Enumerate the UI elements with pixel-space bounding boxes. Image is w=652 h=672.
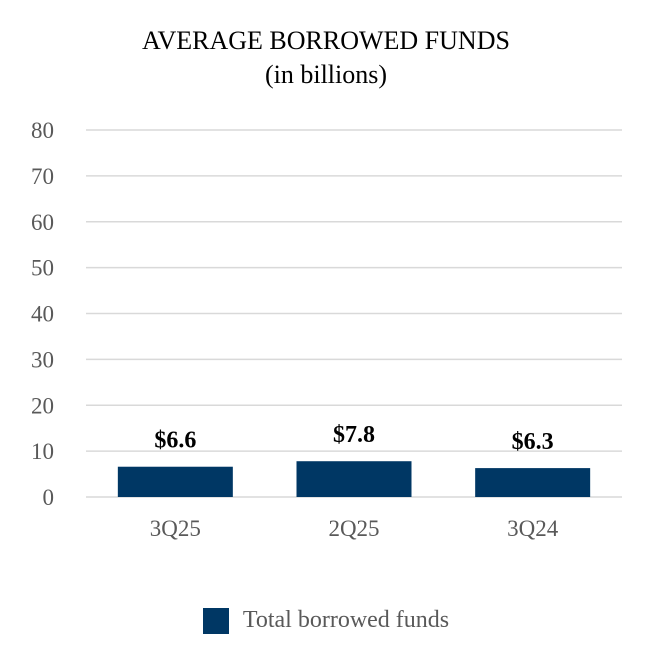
- data-label-3q25: $6.6: [154, 428, 196, 454]
- legend-label: Total borrowed funds: [242, 607, 450, 633]
- legend: Total borrowed funds: [0, 607, 652, 634]
- x-tick-label: 2Q25: [328, 516, 379, 541]
- y-tick-label: 0: [43, 485, 55, 510]
- y-tick-label: 20: [31, 393, 54, 418]
- bar-chart: 0 10 20 30 40 50 60 70 80 $6.6 3Q25 $7.8 2Q25 $6.3 3Q2…: [31, 118, 622, 541]
- chart-title-block: AVERAGE BORROWED FUNDS (in billions): [0, 24, 652, 92]
- chart-subtitle: (in billions): [264, 60, 388, 89]
- bar-2q25: [296, 461, 412, 497]
- bar-3q25: [117, 466, 233, 497]
- y-tick-label: 40: [31, 302, 54, 327]
- y-tick-label: 80: [31, 118, 54, 143]
- chart-title: AVERAGE BORROWED FUNDS: [142, 26, 510, 55]
- x-tick-label: 3Q24: [507, 516, 559, 541]
- data-label-2q25: $7.8: [333, 422, 375, 448]
- y-tick-label: 70: [31, 164, 54, 189]
- y-tick-label: 10: [31, 439, 54, 464]
- y-tick-label: 30: [31, 347, 54, 372]
- data-label-3q24: $6.3: [512, 429, 554, 455]
- x-tick-label: 3Q25: [150, 516, 201, 541]
- bar-3q24: [475, 468, 591, 497]
- y-tick-label: 50: [31, 256, 54, 281]
- legend-swatch: [202, 607, 229, 634]
- y-tick-label: 60: [31, 210, 54, 235]
